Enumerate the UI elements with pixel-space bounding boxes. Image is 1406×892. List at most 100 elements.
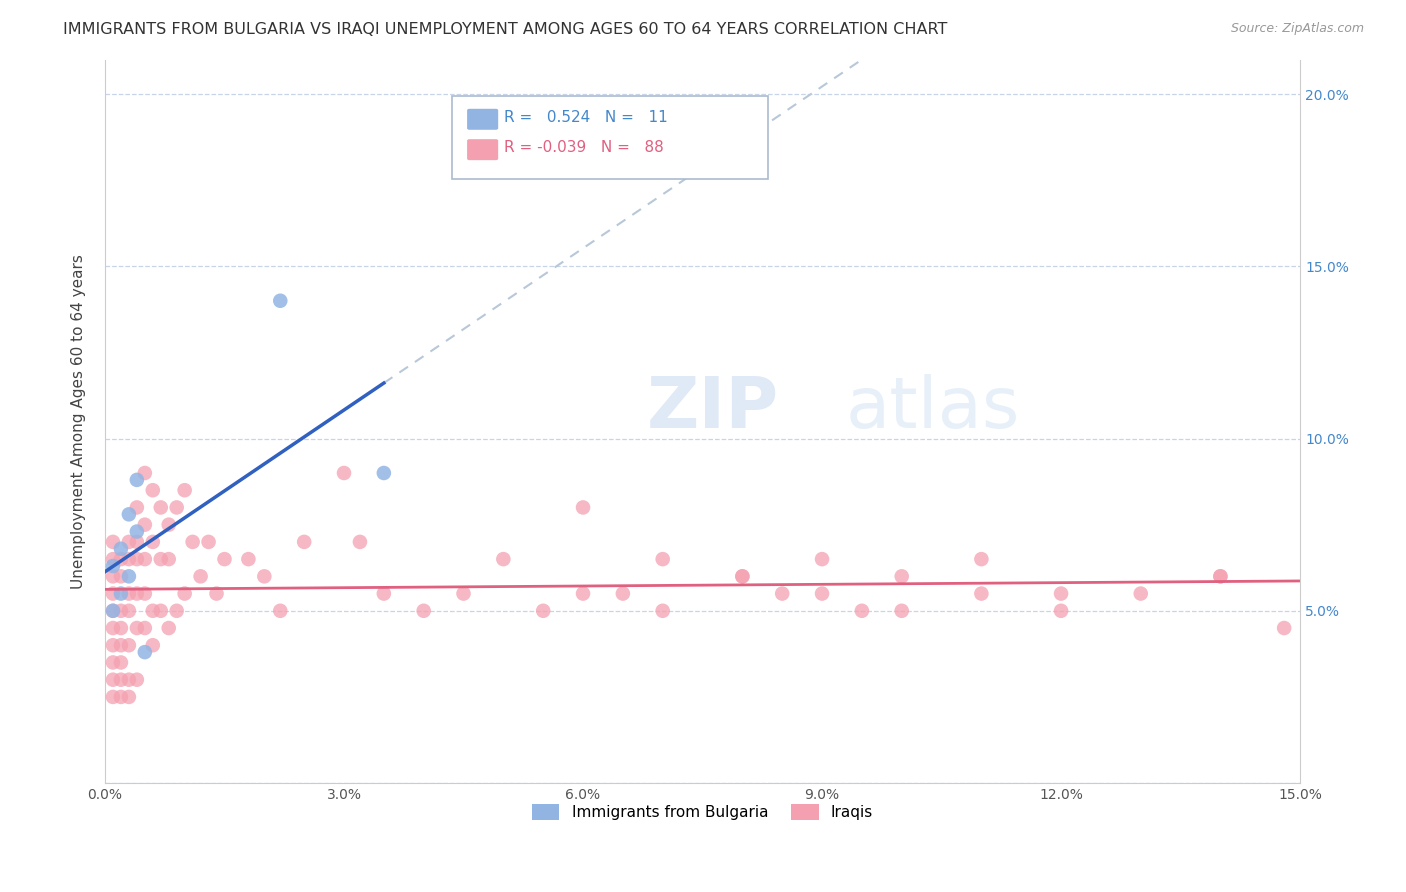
Y-axis label: Unemployment Among Ages 60 to 64 years: Unemployment Among Ages 60 to 64 years: [72, 254, 86, 589]
Point: [149, 604, 172, 618]
Point: [125, 621, 148, 635]
Point: [101, 559, 124, 574]
Point: [373, 586, 395, 600]
Point: [101, 638, 124, 652]
Point: [125, 500, 148, 515]
Point: [101, 586, 124, 600]
Point: [412, 604, 434, 618]
Point: [811, 586, 834, 600]
Point: [101, 552, 124, 566]
Point: [531, 604, 554, 618]
FancyBboxPatch shape: [467, 139, 498, 161]
Point: [101, 569, 124, 583]
Point: [373, 466, 395, 480]
Point: [1209, 569, 1232, 583]
Point: [125, 535, 148, 549]
Point: [214, 552, 236, 566]
Point: [205, 586, 228, 600]
Point: [453, 586, 475, 600]
Point: [110, 586, 132, 600]
Point: [731, 569, 754, 583]
Text: ZIP: ZIP: [647, 375, 779, 443]
Point: [651, 604, 673, 618]
Point: [110, 690, 132, 704]
Point: [101, 673, 124, 687]
Point: [572, 586, 595, 600]
Point: [134, 586, 156, 600]
Point: [134, 517, 156, 532]
Point: [770, 586, 793, 600]
Point: [269, 604, 291, 618]
Point: [118, 586, 141, 600]
Point: [101, 690, 124, 704]
Point: [253, 569, 276, 583]
Point: [110, 541, 132, 556]
Point: [1050, 586, 1073, 600]
Point: [118, 638, 141, 652]
Point: [173, 483, 195, 498]
Point: [197, 535, 219, 549]
Point: [1272, 621, 1295, 635]
Point: [101, 604, 124, 618]
Point: [110, 569, 132, 583]
Point: [110, 621, 132, 635]
FancyBboxPatch shape: [451, 95, 768, 179]
Point: [890, 604, 912, 618]
Text: atlas: atlas: [846, 375, 1021, 443]
Text: R = -0.039   N =   88: R = -0.039 N = 88: [505, 140, 664, 155]
Point: [149, 500, 172, 515]
Point: [101, 621, 124, 635]
Point: [125, 552, 148, 566]
Point: [134, 645, 156, 659]
Point: [851, 604, 873, 618]
Point: [110, 552, 132, 566]
Point: [1209, 569, 1232, 583]
Point: [142, 604, 165, 618]
Point: [118, 535, 141, 549]
Point: [572, 500, 595, 515]
Point: [110, 604, 132, 618]
Point: [157, 621, 180, 635]
Text: Source: ZipAtlas.com: Source: ZipAtlas.com: [1230, 22, 1364, 36]
Point: [142, 483, 165, 498]
Point: [238, 552, 260, 566]
Point: [173, 586, 195, 600]
Point: [970, 552, 993, 566]
Point: [492, 552, 515, 566]
Point: [118, 569, 141, 583]
Point: [118, 673, 141, 687]
Point: [181, 535, 204, 549]
Point: [125, 524, 148, 539]
Point: [157, 517, 180, 532]
Point: [118, 508, 141, 522]
FancyBboxPatch shape: [467, 109, 498, 129]
Point: [333, 466, 356, 480]
Point: [118, 552, 141, 566]
Point: [142, 638, 165, 652]
Point: [118, 604, 141, 618]
Point: [101, 535, 124, 549]
Point: [970, 586, 993, 600]
Point: [134, 621, 156, 635]
Point: [349, 535, 371, 549]
Point: [1050, 604, 1073, 618]
Point: [110, 638, 132, 652]
Point: [125, 473, 148, 487]
Point: [125, 586, 148, 600]
Text: IMMIGRANTS FROM BULGARIA VS IRAQI UNEMPLOYMENT AMONG AGES 60 TO 64 YEARS CORRELA: IMMIGRANTS FROM BULGARIA VS IRAQI UNEMPL…: [63, 22, 948, 37]
Point: [811, 552, 834, 566]
Point: [612, 586, 634, 600]
Point: [134, 552, 156, 566]
Point: [190, 569, 212, 583]
Point: [101, 656, 124, 670]
Point: [890, 569, 912, 583]
Text: R =   0.524   N =   11: R = 0.524 N = 11: [505, 110, 668, 125]
Point: [125, 673, 148, 687]
Legend: Immigrants from Bulgaria, Iraqis: Immigrants from Bulgaria, Iraqis: [526, 797, 879, 826]
Point: [166, 500, 188, 515]
Point: [731, 569, 754, 583]
Point: [142, 535, 165, 549]
Point: [134, 466, 156, 480]
Point: [118, 690, 141, 704]
Point: [269, 293, 291, 308]
